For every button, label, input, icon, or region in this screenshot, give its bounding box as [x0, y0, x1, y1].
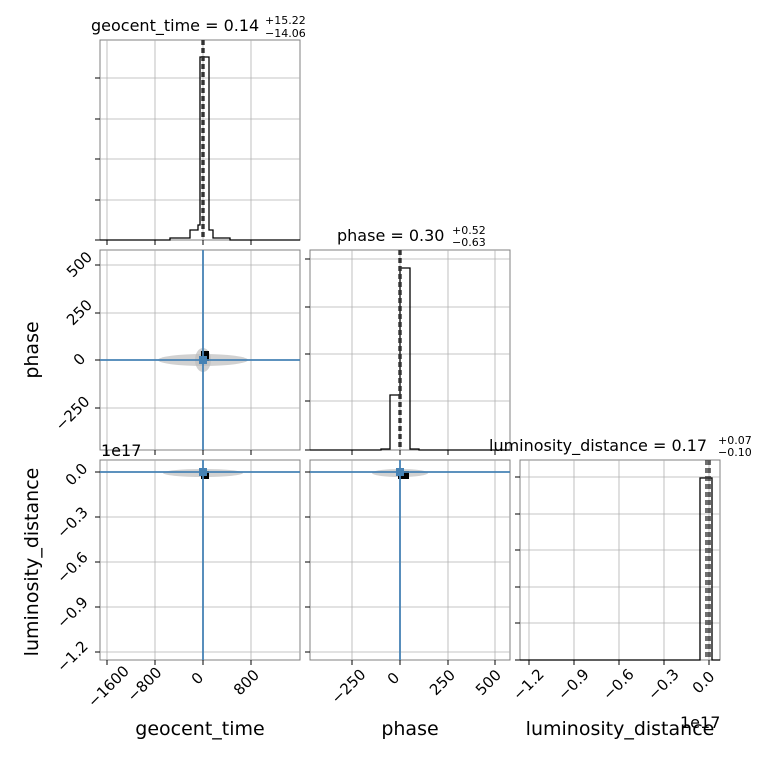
x-axis-label-luminosity-distance: luminosity_distance	[526, 718, 715, 740]
panel-frame	[99, 39, 301, 241]
y-tick-label-neg0.9: −0.9	[53, 593, 91, 631]
x-tick-label-neg0.3: −0.3	[644, 665, 682, 703]
panel-grid	[310, 460, 510, 660]
title-phase-plus: +0.52	[452, 224, 486, 237]
panel-frame	[309, 249, 511, 451]
histogram-luminosity-distance	[520, 477, 720, 661]
x-ticks	[528, 660, 710, 665]
panel-grid	[100, 460, 300, 660]
x-ticks	[106, 450, 252, 455]
y-tick-label-neg0.6: −0.6	[53, 548, 91, 586]
x-tick-label-500: 500	[472, 666, 505, 699]
y-ticks	[305, 258, 310, 451]
panel-ld-hist: luminosity_distance = 0.17 +0.07 −0.10 −…	[489, 434, 752, 740]
x-tick-label-neg0.6: −0.6	[599, 665, 637, 703]
title-geocent-time: geocent_time = 0.14	[91, 16, 259, 36]
y-ticks	[515, 476, 520, 661]
panel-frame	[519, 459, 721, 661]
x-tick-label-neg1600: −1600	[84, 662, 133, 711]
x-ticks	[106, 240, 252, 245]
x-ticks	[106, 660, 252, 665]
truth-marker	[396, 468, 404, 476]
x-axis-label-phase: phase	[381, 718, 438, 740]
x-tick-label-0.0: 0.0	[689, 668, 719, 698]
y-tick-label-0: 0	[70, 350, 89, 369]
y-tick-label-neg250: −250	[52, 393, 94, 435]
x-tick-label-neg250: −250	[328, 666, 370, 708]
y-ticks	[95, 264, 100, 409]
x-tick-label-neg1.2: −1.2	[509, 665, 547, 703]
title-luminosity-distance-plus: +0.07	[718, 434, 752, 447]
title-phase-minus: −0.63	[452, 236, 486, 249]
title-geocent-time-plus: +15.22	[265, 14, 306, 27]
panel-geocent-time-hist: geocent_time = 0.14 +15.22 −14.06	[91, 14, 306, 245]
y-axis-offset-label: 1e17	[101, 441, 141, 460]
panel-phase-hist: phase = 0.30 +0.52 −0.63	[305, 224, 511, 455]
panel-frame	[309, 459, 511, 661]
panel-ld-vs-phase: −250 0 250 500 phase	[305, 459, 511, 740]
title-luminosity-distance-minus: −0.10	[718, 446, 752, 459]
panel-frame	[99, 249, 301, 451]
x-tick-label-800: 800	[230, 666, 263, 699]
y-ticks	[305, 471, 310, 653]
x-tick-label-0: 0	[384, 669, 403, 688]
y-ticks	[95, 471, 100, 653]
title-luminosity-distance: luminosity_distance = 0.17	[489, 436, 707, 456]
y-tick-label-neg0.3: −0.3	[53, 503, 91, 541]
y-tick-label-250: 250	[63, 296, 96, 329]
x-tick-label-neg800: −800	[124, 664, 166, 706]
y-axis-label-phase: phase	[21, 321, 43, 378]
y-tick-label-0.0: 0.0	[62, 460, 92, 490]
panel-ld-vs-geocent-time: 1e17 0.0 −0.3 −0.6 −0.9 −1.2 luminosity_…	[21, 441, 301, 740]
panel-grid	[520, 460, 720, 660]
x-ticks	[351, 660, 496, 665]
y-axis-label-luminosity-distance: luminosity_distance	[21, 468, 43, 657]
truth-marker	[199, 356, 207, 364]
truth-marker	[199, 468, 207, 476]
x-axis-label-geocent-time: geocent_time	[135, 718, 264, 740]
panel-phase-vs-geocent-time: 500 250 0 −250 phase	[21, 248, 301, 455]
y-tick-label-neg1.2: −1.2	[53, 637, 91, 675]
y-ticks	[95, 77, 100, 241]
x-axis-offset-label: 1e17	[680, 713, 720, 732]
title-geocent-time-minus: −14.06	[265, 27, 306, 40]
x-tick-label-250: 250	[426, 666, 459, 699]
y-tick-label-500: 500	[63, 248, 96, 281]
histogram-geocent-time	[100, 56, 300, 241]
panel-frame	[99, 459, 301, 661]
histogram-phase	[310, 267, 510, 451]
x-tick-label-neg0.9: −0.9	[554, 665, 592, 703]
x-ticks	[351, 450, 496, 455]
title-phase: phase = 0.30	[337, 226, 444, 245]
x-tick-label-0: 0	[188, 669, 207, 688]
